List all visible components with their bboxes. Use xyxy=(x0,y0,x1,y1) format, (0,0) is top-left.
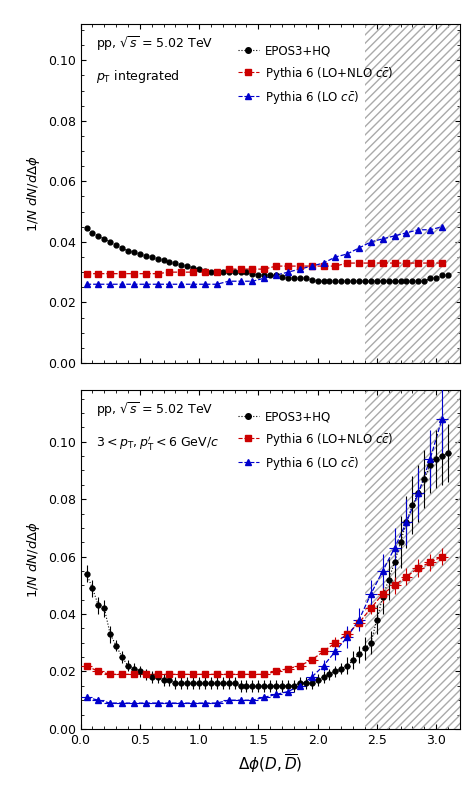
Bar xyxy=(365,24,460,363)
Text: pp, $\sqrt{s}$ = 5.02 TeV: pp, $\sqrt{s}$ = 5.02 TeV xyxy=(96,400,213,419)
X-axis label: $\Delta\phi(D,\overline{D})$: $\Delta\phi(D,\overline{D})$ xyxy=(238,752,302,775)
Text: $3 < p_{\mathrm{T}}, p_{\mathrm{T}}^{\prime} < 6$ GeV/$c$: $3 < p_{\mathrm{T}}, p_{\mathrm{T}}^{\pr… xyxy=(96,434,219,452)
Legend: EPOS3+HQ, Pythia 6 (LO+NLO $c\bar{c}$), Pythia 6 (LO $c\bar{c}$): EPOS3+HQ, Pythia 6 (LO+NLO $c\bar{c}$), … xyxy=(233,40,398,111)
Bar xyxy=(365,390,460,729)
Bar xyxy=(365,390,460,729)
Text: $p_{\mathrm{T}}$ integrated: $p_{\mathrm{T}}$ integrated xyxy=(96,68,180,85)
Text: pp, $\sqrt{s}$ = 5.02 TeV: pp, $\sqrt{s}$ = 5.02 TeV xyxy=(96,34,213,53)
Y-axis label: $1/N\; dN/d\Delta\phi$: $1/N\; dN/d\Delta\phi$ xyxy=(25,521,42,598)
Bar xyxy=(365,24,460,363)
Y-axis label: $1/N\; dN/d\Delta\phi$: $1/N\; dN/d\Delta\phi$ xyxy=(25,155,42,232)
Legend: EPOS3+HQ, Pythia 6 (LO+NLO $c\bar{c}$), Pythia 6 (LO $c\bar{c}$): EPOS3+HQ, Pythia 6 (LO+NLO $c\bar{c}$), … xyxy=(233,406,398,477)
